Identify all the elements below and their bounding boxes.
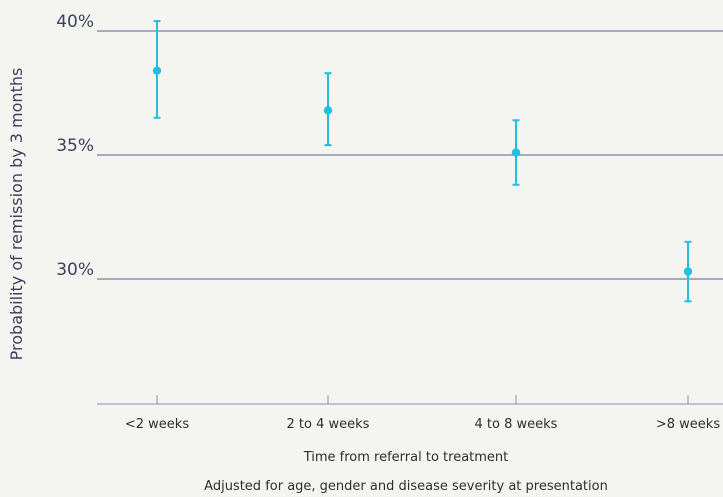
x-tick-label: 2 to 4 weeks — [287, 417, 370, 432]
x-tick-label: 4 to 8 weeks — [475, 417, 558, 432]
gridlines — [97, 30, 723, 280]
chart-note: Adjusted for age, gender and disease sev… — [204, 479, 608, 494]
data-point — [323, 106, 333, 115]
x-tick-label: <2 weeks — [125, 417, 189, 432]
y-tick-label: 40% — [56, 12, 94, 32]
x-axis-title: Time from referral to treatment — [303, 450, 509, 465]
x-tick-labels: <2 weeks 2 to 4 weeks 4 to 8 weeks >8 weeks — [125, 395, 720, 432]
data-point — [152, 66, 162, 75]
y-tick-label: 30% — [56, 260, 94, 280]
y-tick-labels: 40% 35% 30% — [56, 12, 94, 280]
data-point — [511, 148, 521, 157]
data-marks — [152, 20, 693, 303]
y-axis-title: Probability of remission by 3 months — [7, 68, 26, 361]
data-point — [683, 267, 693, 276]
y-tick-label: 35% — [56, 136, 94, 156]
x-tick-label: >8 weeks — [656, 417, 720, 432]
